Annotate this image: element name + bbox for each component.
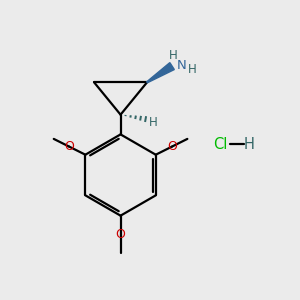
Text: Cl: Cl xyxy=(214,136,228,152)
Text: O: O xyxy=(64,140,74,153)
Text: O: O xyxy=(167,140,177,153)
Text: O: O xyxy=(116,228,125,241)
Text: H: H xyxy=(149,116,158,129)
Polygon shape xyxy=(147,63,174,83)
Text: H: H xyxy=(244,136,255,152)
Text: H: H xyxy=(188,63,196,76)
Text: H: H xyxy=(169,49,177,62)
Text: N: N xyxy=(177,59,187,72)
